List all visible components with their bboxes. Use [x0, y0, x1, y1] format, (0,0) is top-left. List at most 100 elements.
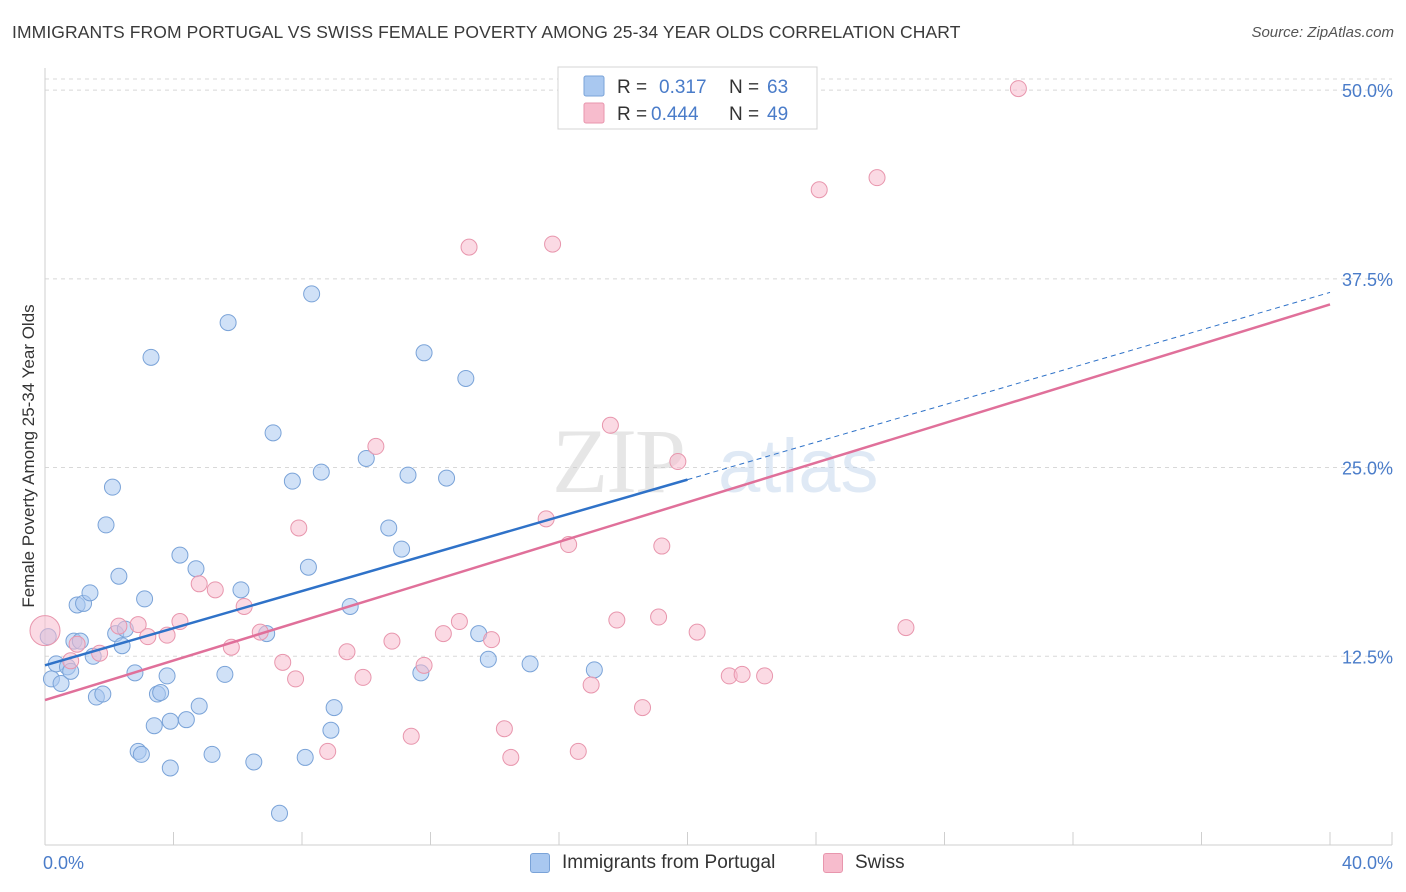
legend-label-swiss: Swiss [855, 852, 905, 873]
trend-line-portugal-extension [687, 291, 1331, 481]
legend-n-value-2: 49 [767, 104, 788, 125]
portugal-point-31 [177, 711, 195, 729]
grid-lines [45, 78, 1392, 657]
portugal-point-45 [312, 463, 330, 481]
portugal-point-24 [142, 348, 160, 366]
portugal-point-14 [97, 516, 115, 534]
watermark-atlas: atlas [718, 424, 879, 509]
trend-line-portugal [44, 478, 688, 667]
swiss-point-40 [688, 623, 706, 641]
portugal-point-61 [585, 661, 603, 679]
x-tick-labels: 0.0% 40.0% [43, 853, 1393, 873]
swiss-point-10 [206, 581, 224, 599]
portugal-point-42 [283, 472, 301, 490]
portugal-point-23 [136, 590, 154, 608]
swiss-point-24 [434, 625, 452, 643]
swiss-point-43 [756, 667, 774, 685]
legend-r-label-2: R = [617, 104, 647, 125]
portugal-point-59 [479, 650, 497, 668]
swiss-point-36 [608, 611, 626, 629]
portugal-point-56 [438, 469, 456, 487]
portugal-point-44 [299, 558, 317, 576]
swiss-point-45 [868, 169, 886, 187]
axes [44, 68, 1393, 846]
legend-r-value-1: 0.317 [659, 77, 707, 98]
y-tick-label-3: 50.0% [1342, 81, 1393, 101]
y-tick-labels: 12.5% 25.0% 37.5% 50.0% [1342, 81, 1393, 667]
swiss-point-21 [383, 632, 401, 650]
trend-lines [44, 291, 1331, 702]
portugal-point-43 [296, 748, 314, 766]
swiss-point-0 [29, 615, 61, 647]
portugal-point-50 [357, 449, 375, 467]
swiss-point-37 [634, 699, 652, 717]
portugal-point-13 [94, 685, 112, 703]
swiss-point-48 [650, 608, 668, 626]
swiss-point-31 [544, 235, 562, 253]
swiss-point-33 [569, 742, 587, 760]
x-tick-label-1: 40.0% [1342, 853, 1393, 873]
legend-item-portugal: Immigrants from Portugal [530, 852, 775, 874]
portugal-point-33 [190, 697, 208, 715]
swiss-point-9 [190, 575, 208, 593]
swiss-point-26 [460, 238, 478, 256]
portugal-point-36 [219, 314, 237, 332]
portugal-point-55 [415, 344, 433, 362]
swiss-point-38 [653, 537, 671, 555]
swiss-point-14 [274, 653, 292, 671]
chart-title: IMMIGRANTS FROM PORTUGAL VS SWISS FEMALE… [12, 22, 961, 42]
legend-swatch-portugal [530, 853, 550, 873]
x-tick-label-0: 0.0% [43, 853, 84, 873]
portugal-point-53 [399, 466, 417, 484]
swiss-point-2 [68, 635, 86, 653]
y-tick-label-1: 25.0% [1342, 459, 1393, 479]
portugal-point-40 [264, 424, 282, 442]
swiss-point-34 [582, 676, 600, 694]
portugal-point-22 [132, 745, 150, 763]
legend-r-value-2: 0.444 [651, 104, 699, 125]
source-credit: Source: ZipAtlas.com [1251, 24, 1394, 41]
swiss-point-42 [733, 665, 751, 683]
swiss-point-44 [810, 181, 828, 199]
portugal-point-60 [521, 655, 539, 673]
swiss-point-19 [354, 668, 372, 686]
trend-line-swiss [44, 303, 1331, 702]
legend-box: R = 0.317 N = 63 R = 0.444 N = 49 [557, 66, 818, 130]
legend-swatch-pink [583, 102, 605, 124]
swiss-point-35 [601, 416, 619, 434]
swiss-point-20 [367, 437, 385, 455]
watermark-zip: ZIP [552, 410, 684, 512]
swiss-point-18 [338, 643, 356, 661]
swiss-point-25 [450, 613, 468, 631]
portugal-point-41 [271, 804, 289, 822]
swiss-point-46 [897, 619, 915, 637]
portugal-point-38 [245, 753, 263, 771]
swiss-point-28 [495, 720, 513, 738]
portugal-point-34 [203, 745, 221, 763]
portugal-point-3 [52, 674, 70, 692]
watermark: ZIP atlas [552, 410, 879, 512]
portugal-point-27 [152, 684, 170, 702]
swiss-point-16 [290, 519, 308, 537]
legend-n-value-1: 63 [767, 77, 788, 98]
portugal-point-25 [145, 717, 163, 735]
y-tick-label-2: 37.5% [1342, 270, 1393, 290]
portugal-point-47 [325, 699, 343, 717]
portugal-point-35 [216, 665, 234, 683]
swiss-point-4 [110, 617, 128, 635]
portugal-point-48 [303, 285, 321, 303]
swiss-point-47 [1009, 80, 1027, 98]
legend-r-label-1: R = [617, 77, 647, 98]
swiss-point-23 [415, 656, 433, 674]
y-tick-label-0: 12.5% [1342, 647, 1393, 667]
portugal-point-32 [187, 560, 205, 578]
swiss-point-17 [319, 742, 337, 760]
portugal-point-17 [110, 567, 128, 585]
portugal-point-52 [393, 540, 411, 558]
portugal-point-37 [232, 581, 250, 599]
portugal-point-51 [380, 519, 398, 537]
swiss-point-29 [502, 748, 520, 766]
series-portugal-points [39, 285, 603, 822]
portugal-point-29 [161, 712, 179, 730]
